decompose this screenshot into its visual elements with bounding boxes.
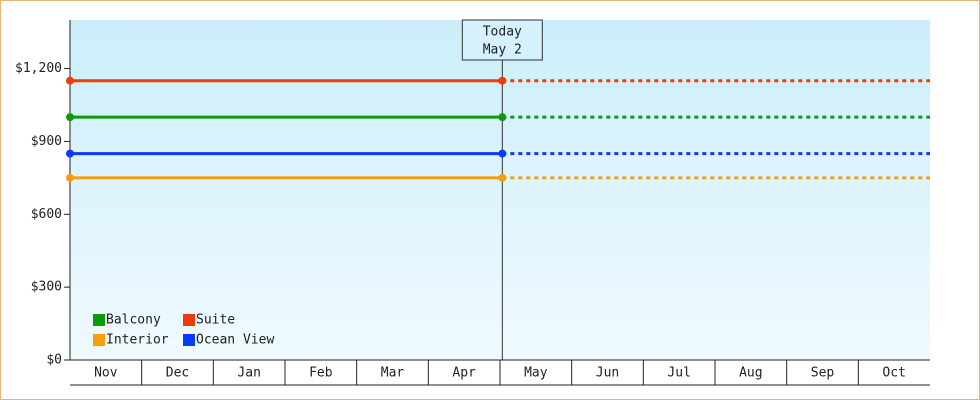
legend-swatch [93,334,105,346]
x-tick-label: Feb [309,366,333,381]
x-tick-label: Oct [882,366,905,381]
x-tick-label: Dec [166,366,189,381]
x-tick-label: Mar [381,366,405,381]
today-label: Today [483,25,522,40]
x-tick-label: May [524,366,548,381]
today-box [461,19,543,61]
legend-swatch [183,314,195,326]
plot-area [70,20,930,360]
x-tick-label: Apr [452,366,476,381]
legend-label: Balcony [106,313,161,328]
legend-swatch [93,314,105,326]
point [66,76,74,85]
point [498,76,507,85]
legend-swatch [183,334,195,346]
x-tick-label: Nov [94,366,118,381]
y-tick-label: $900 [31,134,62,149]
x-tick-label: Jan [237,366,260,381]
y-tick-label: $1,200 [15,61,62,76]
y-tick-label: $600 [31,207,62,222]
x-tick-label: Sep [811,366,835,381]
point [66,173,74,182]
legend-label: Suite [196,313,235,328]
x-tick-label: Aug [739,366,762,381]
x-tick-label: Jun [596,366,619,381]
today-date: May 2 [483,43,522,58]
point [498,113,507,122]
legend-label: Ocean View [196,333,274,348]
x-tick-label: Jul [667,366,690,381]
y-tick-label: $300 [31,280,62,295]
point [498,173,507,182]
point [498,149,507,158]
point [66,149,74,158]
point [66,113,74,122]
legend-label: Interior [106,333,169,348]
y-tick-label: $0 [46,353,62,368]
